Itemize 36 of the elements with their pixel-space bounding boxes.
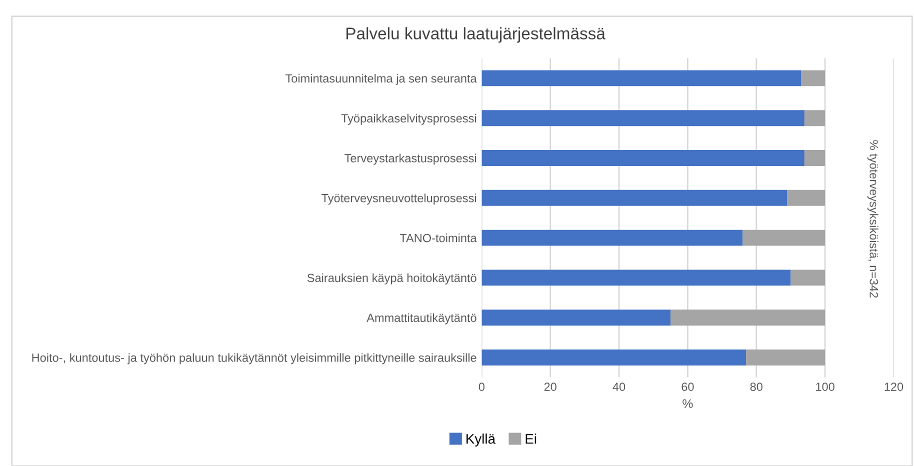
legend-label: Kyllä	[466, 434, 496, 447]
y-tick-label: Toimintasuunnitelma ja sen seuranta	[285, 74, 477, 85]
chart-title: Palvelu kuvattu laatujärjestelmässä	[346, 27, 606, 43]
y-tick-label: Sairauksien käypä hoitokäytäntö	[307, 273, 476, 284]
bar	[787, 190, 826, 206]
y-tick-label: Ammattitautikäytäntö	[366, 313, 476, 324]
bar	[482, 230, 743, 246]
x-tick-label: 0	[478, 382, 484, 391]
bar	[804, 150, 826, 166]
bar	[804, 110, 826, 126]
bar	[482, 350, 746, 366]
y-tick-label: Terveystarkastusprosessi	[344, 154, 476, 165]
bar	[670, 310, 826, 326]
y-tick-label: Työterveysneuvotteluprosessi	[322, 194, 476, 205]
x-tick-label: 100	[816, 382, 834, 391]
bar	[742, 230, 826, 246]
x-tick-label: 60	[682, 382, 694, 391]
bar	[801, 70, 826, 86]
bar	[746, 350, 826, 366]
bar	[482, 190, 788, 206]
x-tick-label: 120	[884, 382, 904, 391]
x-tick-label: 40	[612, 382, 626, 391]
bar	[790, 270, 826, 286]
legend-label: Ei	[526, 434, 536, 444]
y-tick-label: Hoito-, kuntoutus- ja työhön paluun tukikäytännöt yleisimmille pitkittyneille sairauksille	[32, 353, 476, 364]
x-tick-label: 20	[544, 382, 556, 391]
bar	[482, 70, 801, 86]
x-axis-title: %	[682, 399, 693, 408]
bar	[482, 150, 804, 166]
y-tick-label: TANO-toiminta	[400, 234, 477, 242]
bar	[482, 270, 791, 286]
bar	[482, 110, 804, 126]
bar	[482, 310, 671, 326]
annotation: % työterveysyksiköistä, n=342	[867, 140, 878, 298]
y-tick-label: Työpaikkaselvitysprosessi	[341, 114, 476, 125]
x-tick-label: 80	[750, 382, 762, 391]
